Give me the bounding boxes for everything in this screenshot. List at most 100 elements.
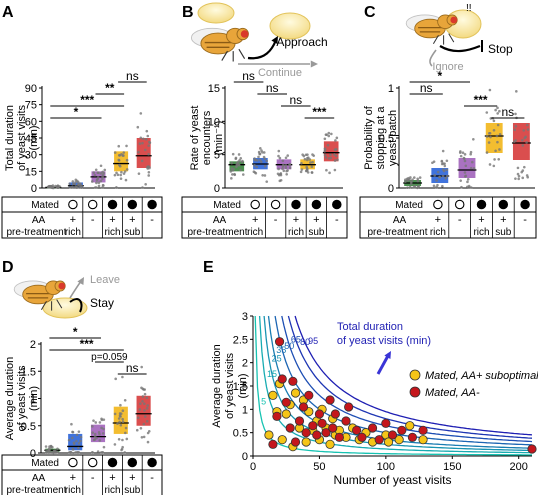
panel-labels-layer: A B C D E — [2, 4, 376, 276]
data-point — [525, 141, 528, 144]
isoline-title-line1: Total duration — [337, 321, 403, 333]
data-point — [278, 156, 282, 160]
data-point — [140, 365, 143, 369]
data-point — [235, 165, 238, 168]
data-point — [143, 415, 147, 418]
isoline-5 — [254, 315, 532, 456]
data-point — [237, 153, 241, 156]
point-mated-aa-minus — [285, 423, 295, 433]
table-aa-label: sub — [495, 227, 512, 238]
data-point — [459, 179, 462, 182]
isoline-direction-arrow — [376, 353, 391, 375]
significance-label: ns — [266, 81, 279, 95]
data-point — [324, 156, 328, 159]
mated-filled-circle-icon — [476, 199, 487, 210]
table-frame — [181, 196, 348, 239]
data-point — [139, 426, 143, 430]
data-point — [146, 167, 150, 170]
data-point — [141, 186, 144, 189]
significance-label: p=0.059 — [91, 352, 128, 363]
data-point — [238, 159, 241, 162]
data-point — [288, 162, 292, 166]
significance-label: ns — [501, 105, 514, 119]
table-row-label-mated: Mated — [213, 200, 241, 211]
data-point — [80, 186, 83, 189]
data-point — [46, 185, 50, 189]
isoline-25 — [263, 315, 532, 452]
mated-empty-circle-icon — [270, 199, 281, 210]
legend-marker — [409, 386, 421, 398]
point-mated-aa-suboptimal — [290, 388, 301, 398]
fly-stripes — [418, 27, 442, 33]
data-point — [485, 135, 489, 138]
y-axis-label: Rate of yeast — [189, 106, 201, 171]
cartoon-stop: !! Stop Ignore — [405, 3, 513, 73]
data-point — [121, 154, 125, 157]
data-point — [520, 170, 524, 174]
cartoon-approach: Approach Continue — [190, 2, 328, 79]
data-point — [445, 168, 449, 172]
data-point — [498, 133, 502, 136]
data-point — [119, 403, 122, 407]
data-point — [147, 152, 150, 156]
data-point — [522, 165, 526, 169]
fly-legs — [40, 299, 63, 311]
table-aa-symbol: + — [293, 214, 299, 226]
point-mated-aa-minus — [277, 374, 287, 384]
data-point — [94, 168, 98, 172]
data-point — [101, 186, 104, 189]
data-point — [93, 432, 97, 436]
y-axis-label: of yeast visits — [224, 352, 236, 419]
point-mated-aa-minus — [357, 432, 367, 442]
data-point — [284, 156, 288, 160]
data-point — [409, 176, 412, 179]
mated-filled-circle-icon — [147, 199, 157, 210]
data-point — [145, 407, 149, 410]
approach-arrow — [247, 39, 278, 60]
data-point — [56, 447, 59, 451]
table-aa-symbol: - — [150, 472, 154, 484]
y-axis-label: (min) — [28, 386, 40, 411]
point-mated-aa-minus — [314, 409, 325, 419]
stay-arrow — [69, 298, 83, 313]
data-point — [120, 448, 123, 452]
data-point — [78, 186, 81, 189]
data-point — [299, 170, 303, 174]
data-point — [443, 164, 447, 168]
y-tick-label: 0 — [388, 183, 394, 195]
data-point — [117, 153, 121, 157]
x-tick-label: 150 — [443, 461, 461, 473]
data-point — [514, 139, 517, 142]
y-axis-label: of yeast visits — [16, 104, 28, 171]
data-point — [514, 177, 517, 180]
table-aa-symbol: - — [274, 214, 278, 226]
leave-arrow-head — [77, 277, 84, 285]
legend-label: Mated, AA+ suboptimal — [425, 370, 538, 382]
data-point — [102, 184, 105, 187]
data-point — [404, 180, 407, 183]
data-point — [141, 137, 145, 141]
exclaim-label: !! — [466, 3, 472, 14]
data-point — [330, 132, 333, 136]
mated-filled-circle-icon — [127, 199, 138, 210]
data-point — [485, 151, 489, 154]
data-point — [310, 165, 314, 169]
stay-label: Stay — [90, 296, 114, 310]
data-point — [145, 420, 149, 423]
point-mated-aa-minus — [272, 411, 282, 421]
data-point — [138, 142, 142, 145]
isoline-label: 25 — [272, 354, 282, 364]
table-aa-symbol: + — [313, 214, 319, 226]
data-point — [79, 435, 83, 439]
mated-filled-circle-icon — [107, 457, 118, 468]
data-point — [76, 180, 80, 184]
data-point — [77, 183, 80, 187]
data-point — [239, 168, 242, 172]
data-point — [262, 155, 266, 159]
y-tick-label: 30 — [25, 150, 37, 162]
data-point — [259, 147, 262, 150]
data-point — [461, 151, 465, 155]
fly-icon — [405, 14, 458, 45]
